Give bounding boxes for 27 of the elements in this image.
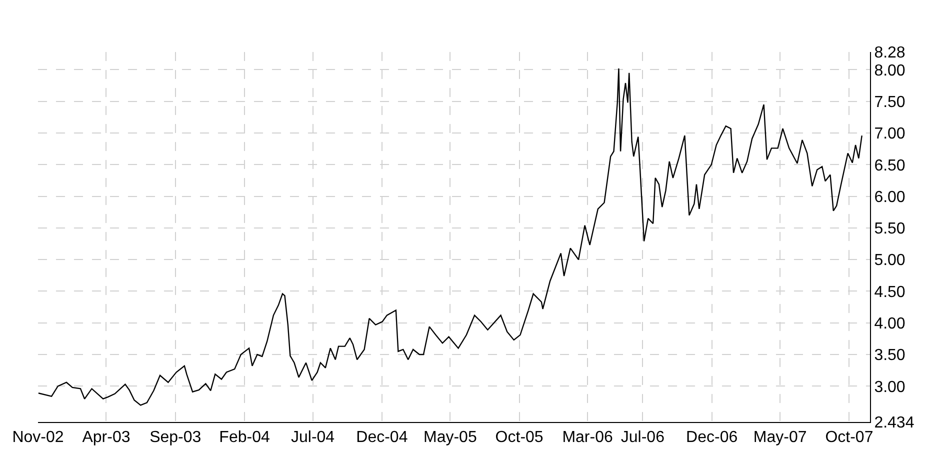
line-series — [38, 68, 862, 406]
y-tick-label: 3.50 — [874, 347, 906, 364]
x-tick-label: Mar-06 — [562, 429, 613, 446]
y-tick-label: 8.00 — [874, 62, 906, 80]
y-tick-label: 3.00 — [874, 378, 906, 396]
x-tick-label: Oct-07 — [825, 429, 874, 446]
x-tick-label: Apr-03 — [82, 429, 130, 446]
x-tick-label: Jul-06 — [620, 429, 665, 446]
x-tick-label: Oct-05 — [495, 429, 544, 446]
y-tick-label: 7.00 — [874, 126, 906, 143]
x-tick-label: Dec-06 — [686, 429, 738, 446]
y-tick-label: 2.434 — [874, 414, 914, 432]
x-tick-label: Jul-04 — [290, 429, 335, 446]
y-tick-label: 8.28 — [874, 44, 906, 62]
y-tick-label: 7.50 — [874, 94, 906, 111]
y-tick-label: 6.00 — [874, 188, 906, 206]
x-tick-label: Dec-04 — [356, 429, 408, 446]
y-tick-label: 5.00 — [874, 252, 906, 270]
x-tick-label: May-05 — [423, 429, 477, 446]
y-tick-label: 4.00 — [874, 315, 906, 332]
x-tick-label: Feb-04 — [219, 429, 270, 446]
x-tick-label: Sep-03 — [150, 429, 202, 446]
y-tick-label: 4.50 — [874, 284, 906, 301]
x-tick-label: May-07 — [753, 429, 807, 446]
y-tick-label: 5.50 — [874, 220, 906, 238]
x-tick-label: Nov-02 — [12, 429, 64, 446]
y-tick-label: 6.50 — [874, 157, 906, 174]
